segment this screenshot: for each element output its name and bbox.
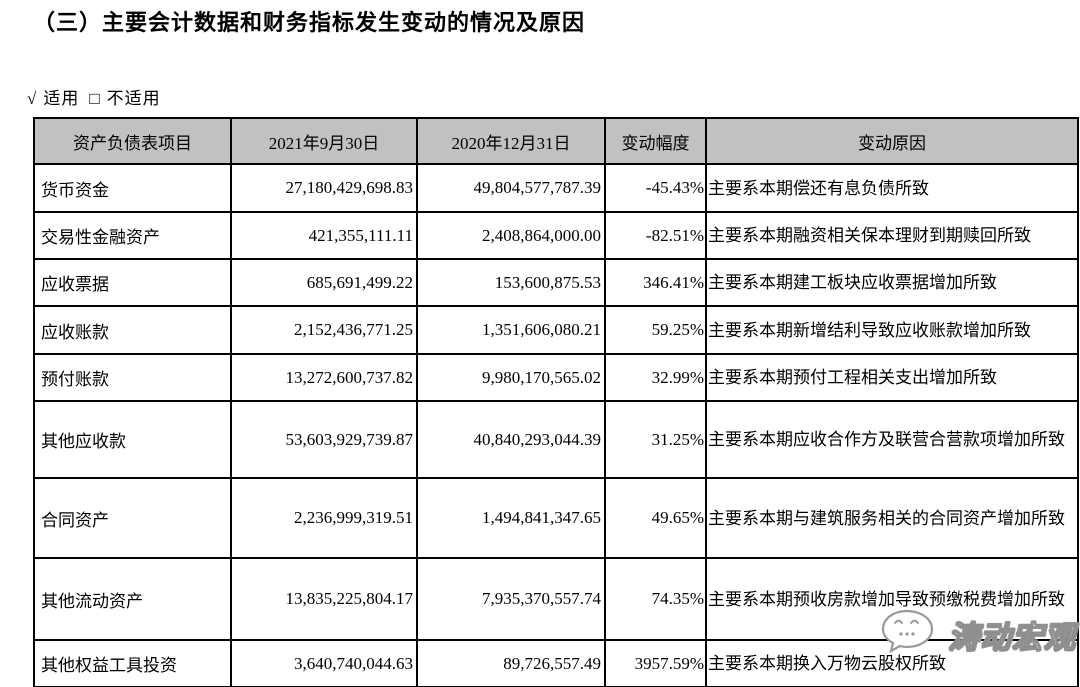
- table-row: 应收账款 2,152,436,771.25 1,351,606,080.21 5…: [33, 305, 1079, 355]
- change-percent: 59.25%: [604, 305, 707, 355]
- table-row: 交易性金融资产 421,355,111.11 2,408,864,000.00 …: [33, 211, 1079, 260]
- change-reason: 主要系本期建工板块应收票据增加所致: [705, 258, 1079, 307]
- balance-sheet-item: 预付账款: [33, 353, 232, 402]
- col-header-2020: 2020年12月31日: [416, 117, 606, 165]
- change-percent: 3957.59%: [604, 639, 707, 687]
- balance-sheet-item: 货币资金: [33, 163, 232, 213]
- change-percent: 49.65%: [604, 477, 707, 559]
- change-percent: -82.51%: [604, 211, 707, 260]
- value-2021: 13,835,225,804.17: [230, 557, 418, 641]
- value-2020: 1,351,606,080.21: [416, 305, 606, 355]
- value-2021: 53,603,929,739.87: [230, 400, 418, 479]
- table-row: 其他应收款 53,603,929,739.87 40,840,293,044.3…: [33, 400, 1079, 479]
- applicability-line: √ 适用 □ 不适用: [27, 84, 161, 109]
- col-header-change: 变动幅度: [604, 117, 707, 165]
- table-row: 其他权益工具投资 3,640,740,044.63 89,726,557.49 …: [33, 639, 1079, 687]
- table-row: 其他流动资产 13,835,225,804.17 7,935,370,557.7…: [33, 557, 1079, 641]
- change-percent: 32.99%: [604, 353, 707, 402]
- table-row: 预付账款 13,272,600,737.82 9,980,170,565.02 …: [33, 353, 1079, 402]
- change-reason: 主要系本期换入万物云股权所致: [705, 639, 1079, 687]
- change-percent: -45.43%: [604, 163, 707, 213]
- change-percent: 74.35%: [604, 557, 707, 641]
- balance-sheet-item: 合同资产: [33, 477, 232, 559]
- value-2020: 40,840,293,044.39: [416, 400, 606, 479]
- col-header-2021: 2021年9月30日: [230, 117, 418, 165]
- value-2021: 2,152,436,771.25: [230, 305, 418, 355]
- section-title: （三）主要会计数据和财务指标发生变动的情况及原因: [33, 10, 586, 35]
- checkbox-icon: □: [89, 89, 101, 108]
- value-2020: 89,726,557.49: [416, 639, 606, 687]
- value-2020: 7,935,370,557.74: [416, 557, 606, 641]
- applicable-label: 适用: [43, 89, 80, 108]
- change-reason: 主要系本期预收房款增加导致预缴税费增加所致: [705, 557, 1079, 641]
- value-2021: 685,691,499.22: [230, 258, 418, 307]
- balance-sheet-item: 交易性金融资产: [33, 211, 232, 260]
- change-reason: 主要系本期应收合作方及联营合营款项增加所致: [705, 400, 1079, 479]
- balance-sheet-change-table: 资产负债表项目 2021年9月30日 2020年12月31日 变动幅度 变动原因…: [33, 117, 1079, 687]
- change-reason: 主要系本期与建筑服务相关的合同资产增加所致: [705, 477, 1079, 559]
- value-2020: 2,408,864,000.00: [416, 211, 606, 260]
- change-reason: 主要系本期偿还有息负债所致: [705, 163, 1079, 213]
- col-header-item: 资产负债表项目: [33, 117, 232, 165]
- value-2021: 27,180,429,698.83: [230, 163, 418, 213]
- value-2021: 13,272,600,737.82: [230, 353, 418, 402]
- table-row: 货币资金 27,180,429,698.83 49,804,577,787.39…: [33, 163, 1079, 213]
- balance-sheet-item: 应收票据: [33, 258, 232, 307]
- change-reason: 主要系本期预付工程相关支出增加所致: [705, 353, 1079, 402]
- balance-sheet-item: 应收账款: [33, 305, 232, 355]
- table-row: 合同资产 2,236,999,319.51 1,494,841,347.65 4…: [33, 477, 1079, 559]
- value-2020: 1,494,841,347.65: [416, 477, 606, 559]
- value-2021: 3,640,740,044.63: [230, 639, 418, 687]
- table-header-row: 资产负债表项目 2021年9月30日 2020年12月31日 变动幅度 变动原因: [33, 117, 1079, 165]
- change-percent: 31.25%: [604, 400, 707, 479]
- check-icon: √: [27, 89, 38, 108]
- change-percent: 346.41%: [604, 258, 707, 307]
- col-header-reason: 变动原因: [705, 117, 1079, 165]
- value-2020: 49,804,577,787.39: [416, 163, 606, 213]
- value-2020: 153,600,875.53: [416, 258, 606, 307]
- not-applicable-label: 不适用: [106, 89, 161, 108]
- balance-sheet-item: 其他权益工具投资: [33, 639, 232, 687]
- change-reason: 主要系本期融资相关保本理财到期赎回所致: [705, 211, 1079, 260]
- change-reason: 主要系本期新增结利导致应收账款增加所致: [705, 305, 1079, 355]
- balance-sheet-item: 其他流动资产: [33, 557, 232, 641]
- value-2021: 421,355,111.11: [230, 211, 418, 260]
- value-2020: 9,980,170,565.02: [416, 353, 606, 402]
- value-2021: 2,236,999,319.51: [230, 477, 418, 559]
- table-row: 应收票据 685,691,499.22 153,600,875.53 346.4…: [33, 258, 1079, 307]
- balance-sheet-item: 其他应收款: [33, 400, 232, 479]
